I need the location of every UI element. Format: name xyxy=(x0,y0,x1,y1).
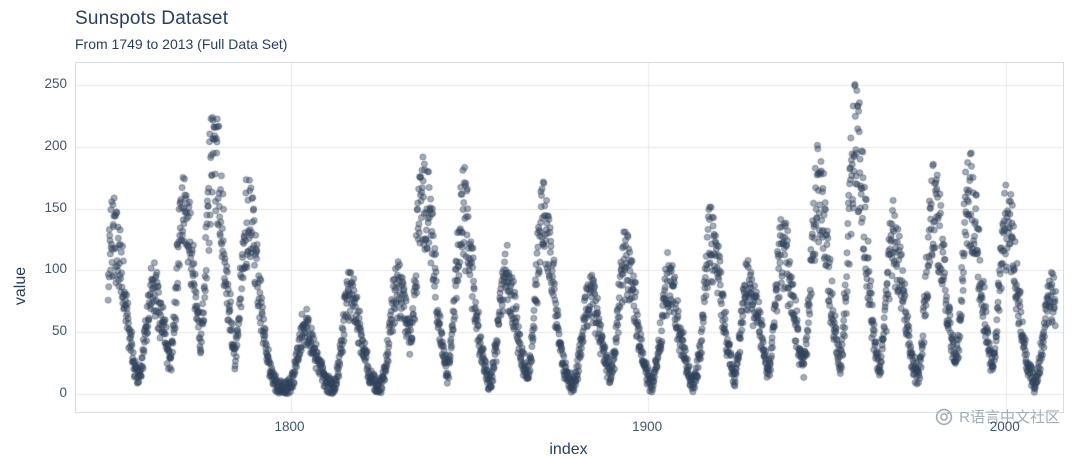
y-tick-label: 0 xyxy=(59,384,67,400)
watermark: R语言中文社区 xyxy=(935,406,1060,427)
x-tick-label: 1800 xyxy=(274,419,305,434)
y-tick-label: 50 xyxy=(51,322,67,338)
x-tick-label: 2000 xyxy=(989,419,1020,434)
y-tick-label: 200 xyxy=(44,137,67,153)
y-tick-label: 250 xyxy=(44,76,67,92)
watermark-text: R语言中文社区 xyxy=(959,409,1060,426)
y-tick-label: 150 xyxy=(44,199,67,215)
x-axis-title: index xyxy=(549,441,588,458)
plot-area[interactable] xyxy=(75,62,1064,413)
chart-title: Sunspots Dataset xyxy=(75,8,229,29)
camera-icon xyxy=(935,408,953,426)
scatter-points-canvas xyxy=(76,63,1063,412)
chart-subtitle: From 1749 to 2013 (Full Data Set) xyxy=(75,36,288,52)
y-tick-label: 100 xyxy=(44,261,67,277)
x-tick-label: 1900 xyxy=(632,419,663,434)
